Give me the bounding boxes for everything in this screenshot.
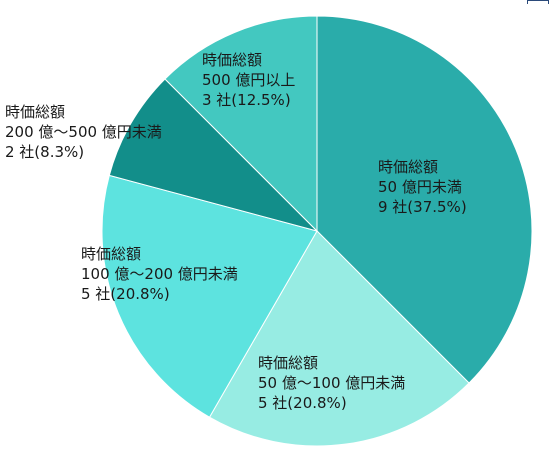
slice-label-3-line-1: 時価総額 [81,245,141,263]
pie-slice-5 [164,15,318,233]
slice-label-1-line-1: 時価総額 [378,158,438,176]
pie-slices [101,15,533,447]
slice-label-5: 時価総額 500 億円以上 3 社(12.5%) [202,51,295,109]
pie-slice-1 [316,15,533,384]
slice-label-2-line-1: 時価総額 [258,354,318,372]
slice-label-3: 時価総額 100 億〜200 億円未満 5 社(20.8%) [81,245,238,303]
pie-slice-2 [208,230,470,447]
slice-label-5-line-3: 3 社(12.5%) [202,91,291,109]
slice-label-5-line-2: 500 億円以上 [202,71,295,89]
slice-label-1-line-2: 50 億円未満 [378,178,462,196]
slice-label-2-line-3: 5 社(20.8%) [258,394,347,412]
slice-label-4-line-3: 2 社(8.3%) [5,143,84,161]
slice-label-4-line-1: 時価総額 [5,103,65,121]
slice-label-2: 時価総額 50 億〜100 億円未満 5 社(20.8%) [258,354,405,412]
slice-label-4: 時価総額 200 億〜500 億円未満 2 社(8.3%) [5,103,162,161]
pie-labels: 時価総額 50 億円未満 9 社(37.5%) 時価総額 50 億〜100 億円未満 5 … [5,51,467,412]
slice-label-1: 時価総額 50 億円未満 9 社(37.5%) [378,158,467,216]
pie-slice-3 [101,174,318,418]
slice-label-2-line-2: 50 億〜100 億円未満 [258,374,405,392]
slice-label-3-line-3: 5 社(20.8%) [81,285,170,303]
slice-label-4-line-2: 200 億〜500 億円未満 [5,123,162,141]
pie-slice-4 [108,78,319,232]
slice-label-3-line-2: 100 億〜200 億円未満 [81,265,238,283]
slice-label-1-line-3: 9 社(37.5%) [378,198,467,216]
slice-label-5-line-1: 時価総額 [202,51,262,69]
